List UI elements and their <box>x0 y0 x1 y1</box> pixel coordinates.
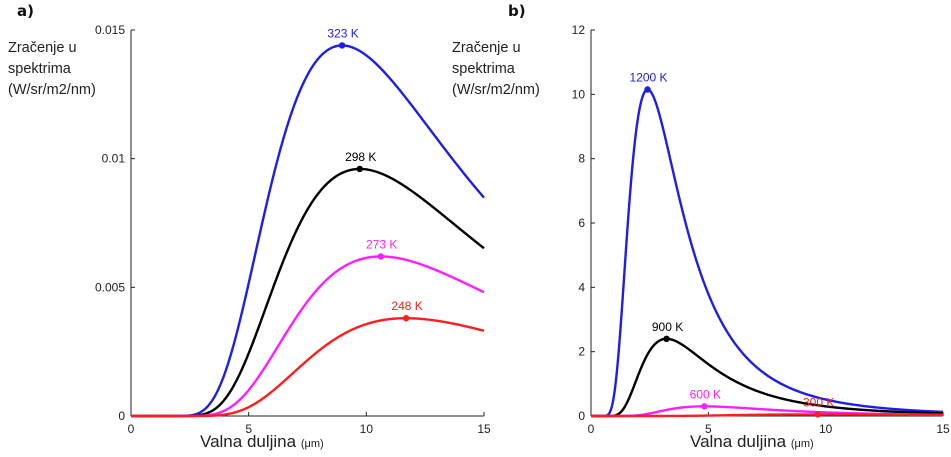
xlabel-unit: (μm) <box>300 438 324 450</box>
panel-b-y-tick-label: 2 <box>578 345 585 359</box>
panel-a-series-line-2 <box>130 255 485 418</box>
panel-a-series-label-3: 248 K <box>391 299 422 313</box>
panel-a-peak-point-1 <box>356 165 363 173</box>
panel-b-series-line-1 <box>590 337 944 418</box>
panel-a-xlabel: Valna duljina (μm) <box>200 432 324 452</box>
panel-a-x-tick-label: 15 <box>477 422 491 436</box>
panel-a-series-line-1 <box>130 167 485 418</box>
ylabel-line: spektrima <box>8 61 71 77</box>
panel-a-y-tick-label: 0.01 <box>102 152 126 166</box>
panel-b-series-line-0 <box>590 88 944 418</box>
panel-b-label: b) <box>508 2 526 20</box>
panel-a-series-label-1: 298 K <box>345 150 376 164</box>
panel-b-series-line-3 <box>590 413 944 418</box>
panel-b-series-label-1: 900 K <box>652 320 683 334</box>
xlabel-text: Valna duljina <box>690 432 787 451</box>
panel-a-ylabel: Zračenje u spektrima (W/sr/m2/nm) <box>8 38 96 101</box>
xlabel-unit: (μm) <box>790 438 814 450</box>
ylabel-line: spektrima <box>452 61 515 77</box>
panel-b-series-label-2: 600 K <box>690 387 721 401</box>
panel-b-xlabel: Valna duljina (μm) <box>690 432 814 452</box>
panel-a-peak-point-2 <box>377 253 384 260</box>
ylabel-line: Zračenje u <box>452 40 521 56</box>
ylabel-line: (W/sr/m2/nm) <box>8 82 96 98</box>
panel-a-series-label-0: 323 K <box>327 26 358 40</box>
panel-a-y-tick-label: 0 <box>118 409 125 423</box>
panel-b-series-label-0: 1200 K <box>630 71 668 85</box>
panel-b-series-label-3: 300 K <box>803 395 834 409</box>
panel-b-y-tick-label: 6 <box>578 216 585 230</box>
panel-b-x-tick-label: 10 <box>819 422 833 436</box>
panel-a-x-tick-label: 5 <box>245 422 252 436</box>
panel-a-y-tick-label: 0.005 <box>95 280 125 294</box>
panel-a-y-tick-label: 0.015 <box>95 23 125 37</box>
panel-b-peak-point-3 <box>814 411 821 418</box>
panel-b-y-tick-label: 8 <box>578 152 585 166</box>
panel-b-x-tick-label: 5 <box>705 422 712 436</box>
panel-b-peak-point-1 <box>663 335 670 342</box>
panel-a-label: a) <box>17 2 34 20</box>
panel-b-x-tick-label: 0 <box>588 422 595 436</box>
panel-b-y-tick-label: 4 <box>578 280 585 294</box>
panel-a-x-tick-label: 10 <box>360 422 374 436</box>
panel-a-x-tick-label: 0 <box>128 422 135 436</box>
ylabel-line: Zračenje u <box>8 40 77 56</box>
ylabel-line: (W/sr/m2/nm) <box>452 82 540 98</box>
panel-a-series-label-2: 273 K <box>366 237 397 251</box>
panel-a-peak-point-3 <box>402 315 410 322</box>
panel-a-peak-point-0 <box>338 42 346 49</box>
panel-b-y-tick-label: 0 <box>578 409 585 423</box>
panel-b-x-tick-label: 15 <box>936 422 950 436</box>
panel-b-ylabel: Zračenje u spektrima (W/sr/m2/nm) <box>452 38 540 101</box>
panel-b-peak-point-2 <box>701 403 708 410</box>
panel-b-y-tick-label: 10 <box>572 87 586 101</box>
panel-b-y-tick-label: 12 <box>572 23 586 37</box>
panel-a-series-line-3 <box>130 317 485 418</box>
panel-b-peak-point-0 <box>644 86 651 93</box>
xlabel-text: Valna duljina <box>200 432 297 451</box>
